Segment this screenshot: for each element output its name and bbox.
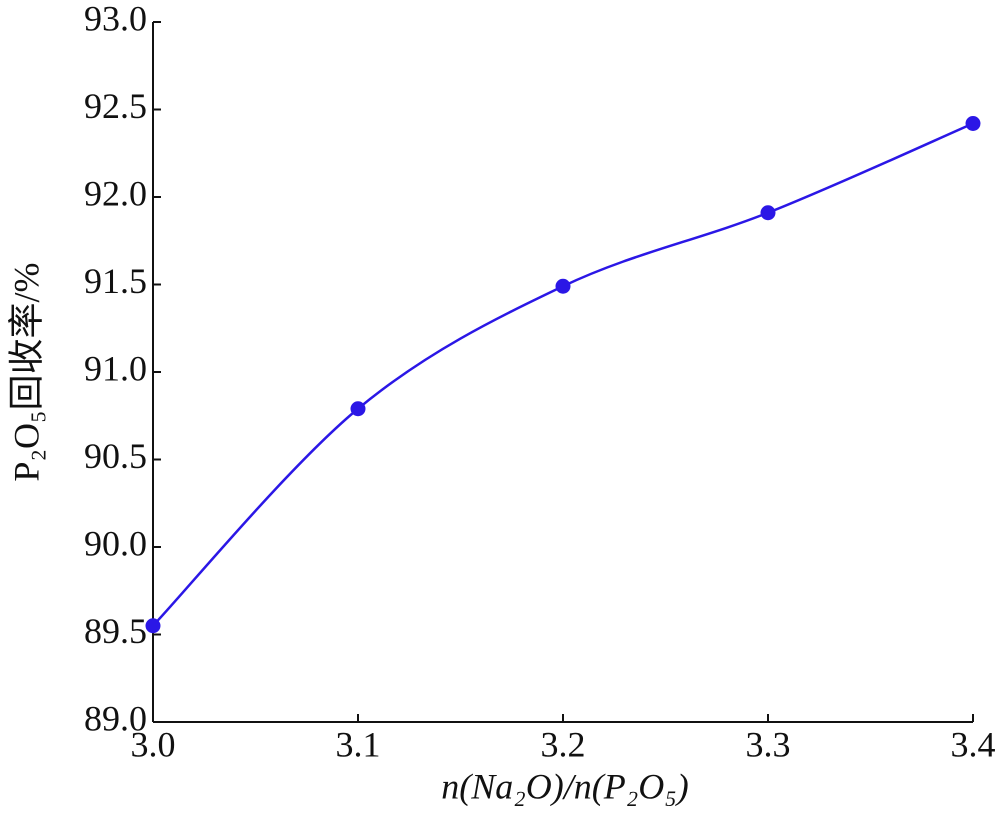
y-tick-label: 92.5 [84, 86, 147, 126]
y-tick-label: 90.0 [84, 523, 147, 563]
y-tick-label: 89.0 [84, 698, 147, 738]
y-tick-label: 90.5 [84, 436, 147, 476]
point [350, 401, 366, 417]
y-axis-label: P₂O₅回收率/% [6, 262, 46, 481]
y-tick-label: 91.0 [84, 348, 147, 388]
x-tick-label: 3.3 [746, 724, 791, 764]
point [760, 205, 776, 221]
point [555, 278, 571, 294]
x-tick-label: 3.2 [541, 724, 586, 764]
y-tick-label: 92.0 [84, 173, 147, 213]
x-tick-label: 3.1 [336, 724, 381, 764]
series-line [152, 122, 974, 627]
x-tick-label: 3.4 [951, 724, 996, 764]
y-tick-label: 91.5 [84, 261, 147, 301]
y-tick-label: 89.5 [84, 611, 147, 651]
x-axis-label: n(Na₂O)/n(P₂O₅) [441, 766, 689, 806]
point [965, 116, 981, 131]
y-tick-label: 93.0 [84, 0, 147, 38]
x-tick-label: 3.0 [131, 724, 176, 764]
point [145, 618, 161, 634]
